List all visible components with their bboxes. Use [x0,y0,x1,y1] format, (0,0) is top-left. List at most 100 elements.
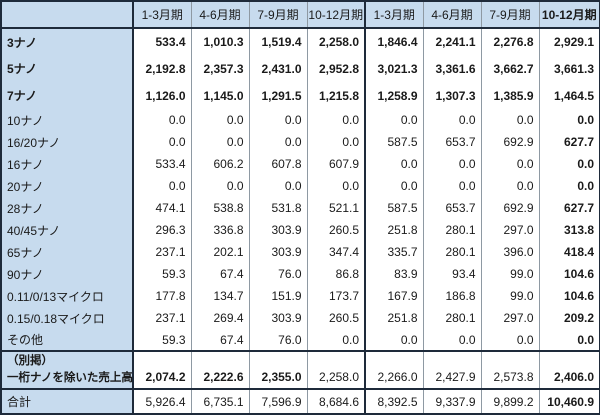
cell: 1,291.5 [248,82,307,109]
cell: 76.0 [248,329,307,351]
cell: 86.8 [306,263,365,285]
cell: 0.0 [480,153,539,175]
cell: 0.0 [364,153,423,175]
cell: 347.4 [306,241,365,263]
cell: 202.1 [190,241,249,263]
cell: 0.0 [480,329,539,351]
column-header: 1-3月期 [132,1,191,29]
table-row: 5ナノ 2,192.8 2,357.3 2,431.0 2,952.8 3,021.3 3,… [1,55,600,82]
cell: 396.0 [480,241,539,263]
cell: 627.7 [538,197,600,219]
cell: 0.0 [306,131,365,153]
cell: 1,126.0 [132,82,191,109]
cell: 2,952.8 [306,55,365,82]
cell: 1,464.5 [538,82,600,109]
cell: 2,192.8 [132,55,191,82]
cell: 1,519.4 [248,28,307,55]
subtotal-label: （別掲） 一桁ナノを除いた売上高 [1,350,134,389]
row-label: 90ナノ [1,263,134,285]
cell: 297.0 [480,219,539,241]
cell: 237.1 [132,241,191,263]
cell: 0.0 [480,109,539,131]
cell: 587.5 [364,131,423,153]
row-label: 20ナノ [1,175,134,197]
cell: 1,215.8 [306,82,365,109]
cell: 521.1 [306,197,365,219]
row-label: 0.11/0/13マイクロ [1,285,134,307]
cell: 209.2 [538,307,600,329]
cell: 2,276.8 [480,28,539,55]
cell: 297.0 [480,307,539,329]
cell: 607.8 [248,153,307,175]
cell: 7,596.9 [248,388,307,414]
cell: 1,385.9 [480,82,539,109]
cell: 2,074.2 [132,350,191,389]
cell: 296.3 [132,219,191,241]
cell: 2,573.8 [480,350,539,389]
cell: 0.0 [190,175,249,197]
cell: 9,899.2 [480,388,539,414]
cell: 0.0 [132,131,191,153]
cell: 3,662.7 [480,55,539,82]
cell: 9,337.9 [422,388,481,414]
cell: 173.7 [306,285,365,307]
total-label: 合計 [1,388,134,414]
row-label: 65ナノ [1,241,134,263]
table-row: 0.15/0.18マイクロ 237.1 269.4 303.9 260.5 251.8 28… [1,307,600,329]
cell: 186.8 [422,285,481,307]
cell: 280.1 [422,307,481,329]
table-row: 7ナノ 1,126.0 1,145.0 1,291.5 1,215.8 1,258.9 1,… [1,82,600,109]
cell: 1,258.9 [364,82,423,109]
cell: 0.0 [538,329,600,351]
header-row: 1-3月期 4-6月期 7-9月期 10-12月期 1-3月期 4-6月期 7-9月期 10-… [1,1,600,29]
table-row: 90ナノ 59.3 67.4 76.0 86.8 83.9 93.4 99.0 104.6 [1,263,600,285]
cell: 76.0 [248,263,307,285]
cell: 0.0 [248,175,307,197]
cell: 0.0 [422,175,481,197]
table-row: 0.11/0/13マイクロ 177.8 134.7 151.9 173.7 167.9 18… [1,285,600,307]
cell: 303.9 [248,219,307,241]
cell: 2,406.0 [538,350,600,389]
cell: 67.4 [190,329,249,351]
cell: 335.7 [364,241,423,263]
cell: 2,258.0 [306,28,365,55]
column-header: 10-12月期 [306,1,365,29]
table-row: 10ナノ 0.0 0.0 0.0 0.0 0.0 0.0 0.0 0.0 [1,109,600,131]
cell: 0.0 [364,329,423,351]
cell: 3,361.6 [422,55,481,82]
cell: 5,926.4 [132,388,191,414]
cell: 151.9 [248,285,307,307]
cell: 533.4 [132,28,191,55]
cell: 10,460.9 [538,388,600,414]
cell: 67.4 [190,263,249,285]
cell: 0.0 [306,329,365,351]
table-row: 28ナノ 474.1 538.8 531.8 521.1 587.5 653.7 692.9 6… [1,197,600,219]
row-label: 3ナノ [1,28,134,55]
cell: 606.2 [190,153,249,175]
row-label: 10ナノ [1,109,134,131]
cell: 251.8 [364,307,423,329]
cell: 2,929.1 [538,28,600,55]
cell: 474.1 [132,197,191,219]
cell: 134.7 [190,285,249,307]
cell: 0.0 [422,109,481,131]
cell: 2,427.9 [422,350,481,389]
column-header: 1-3月期 [364,1,423,29]
cell: 93.4 [422,263,481,285]
cell: 0.0 [538,153,600,175]
cell: 2,266.0 [364,350,423,389]
row-label: 7ナノ [1,82,134,109]
cell: 237.1 [132,307,191,329]
cell: 269.4 [190,307,249,329]
row-label: 16/20ナノ [1,131,134,153]
cell: 0.0 [364,175,423,197]
cell: 8,684.6 [306,388,365,414]
cell: 0.0 [248,131,307,153]
total-row: 合計 5,926.4 6,735.1 7,596.9 8,684.6 8,392.5 9,3… [1,388,600,414]
cell: 0.0 [248,109,307,131]
cell: 0.0 [480,175,539,197]
cell: 8,392.5 [364,388,423,414]
subtotal-row: （別掲） 一桁ナノを除いた売上高 2,074.2 2,222.6 2,355.0 2,25… [1,350,600,389]
cell: 104.6 [538,285,600,307]
row-label: 40/45ナノ [1,219,134,241]
